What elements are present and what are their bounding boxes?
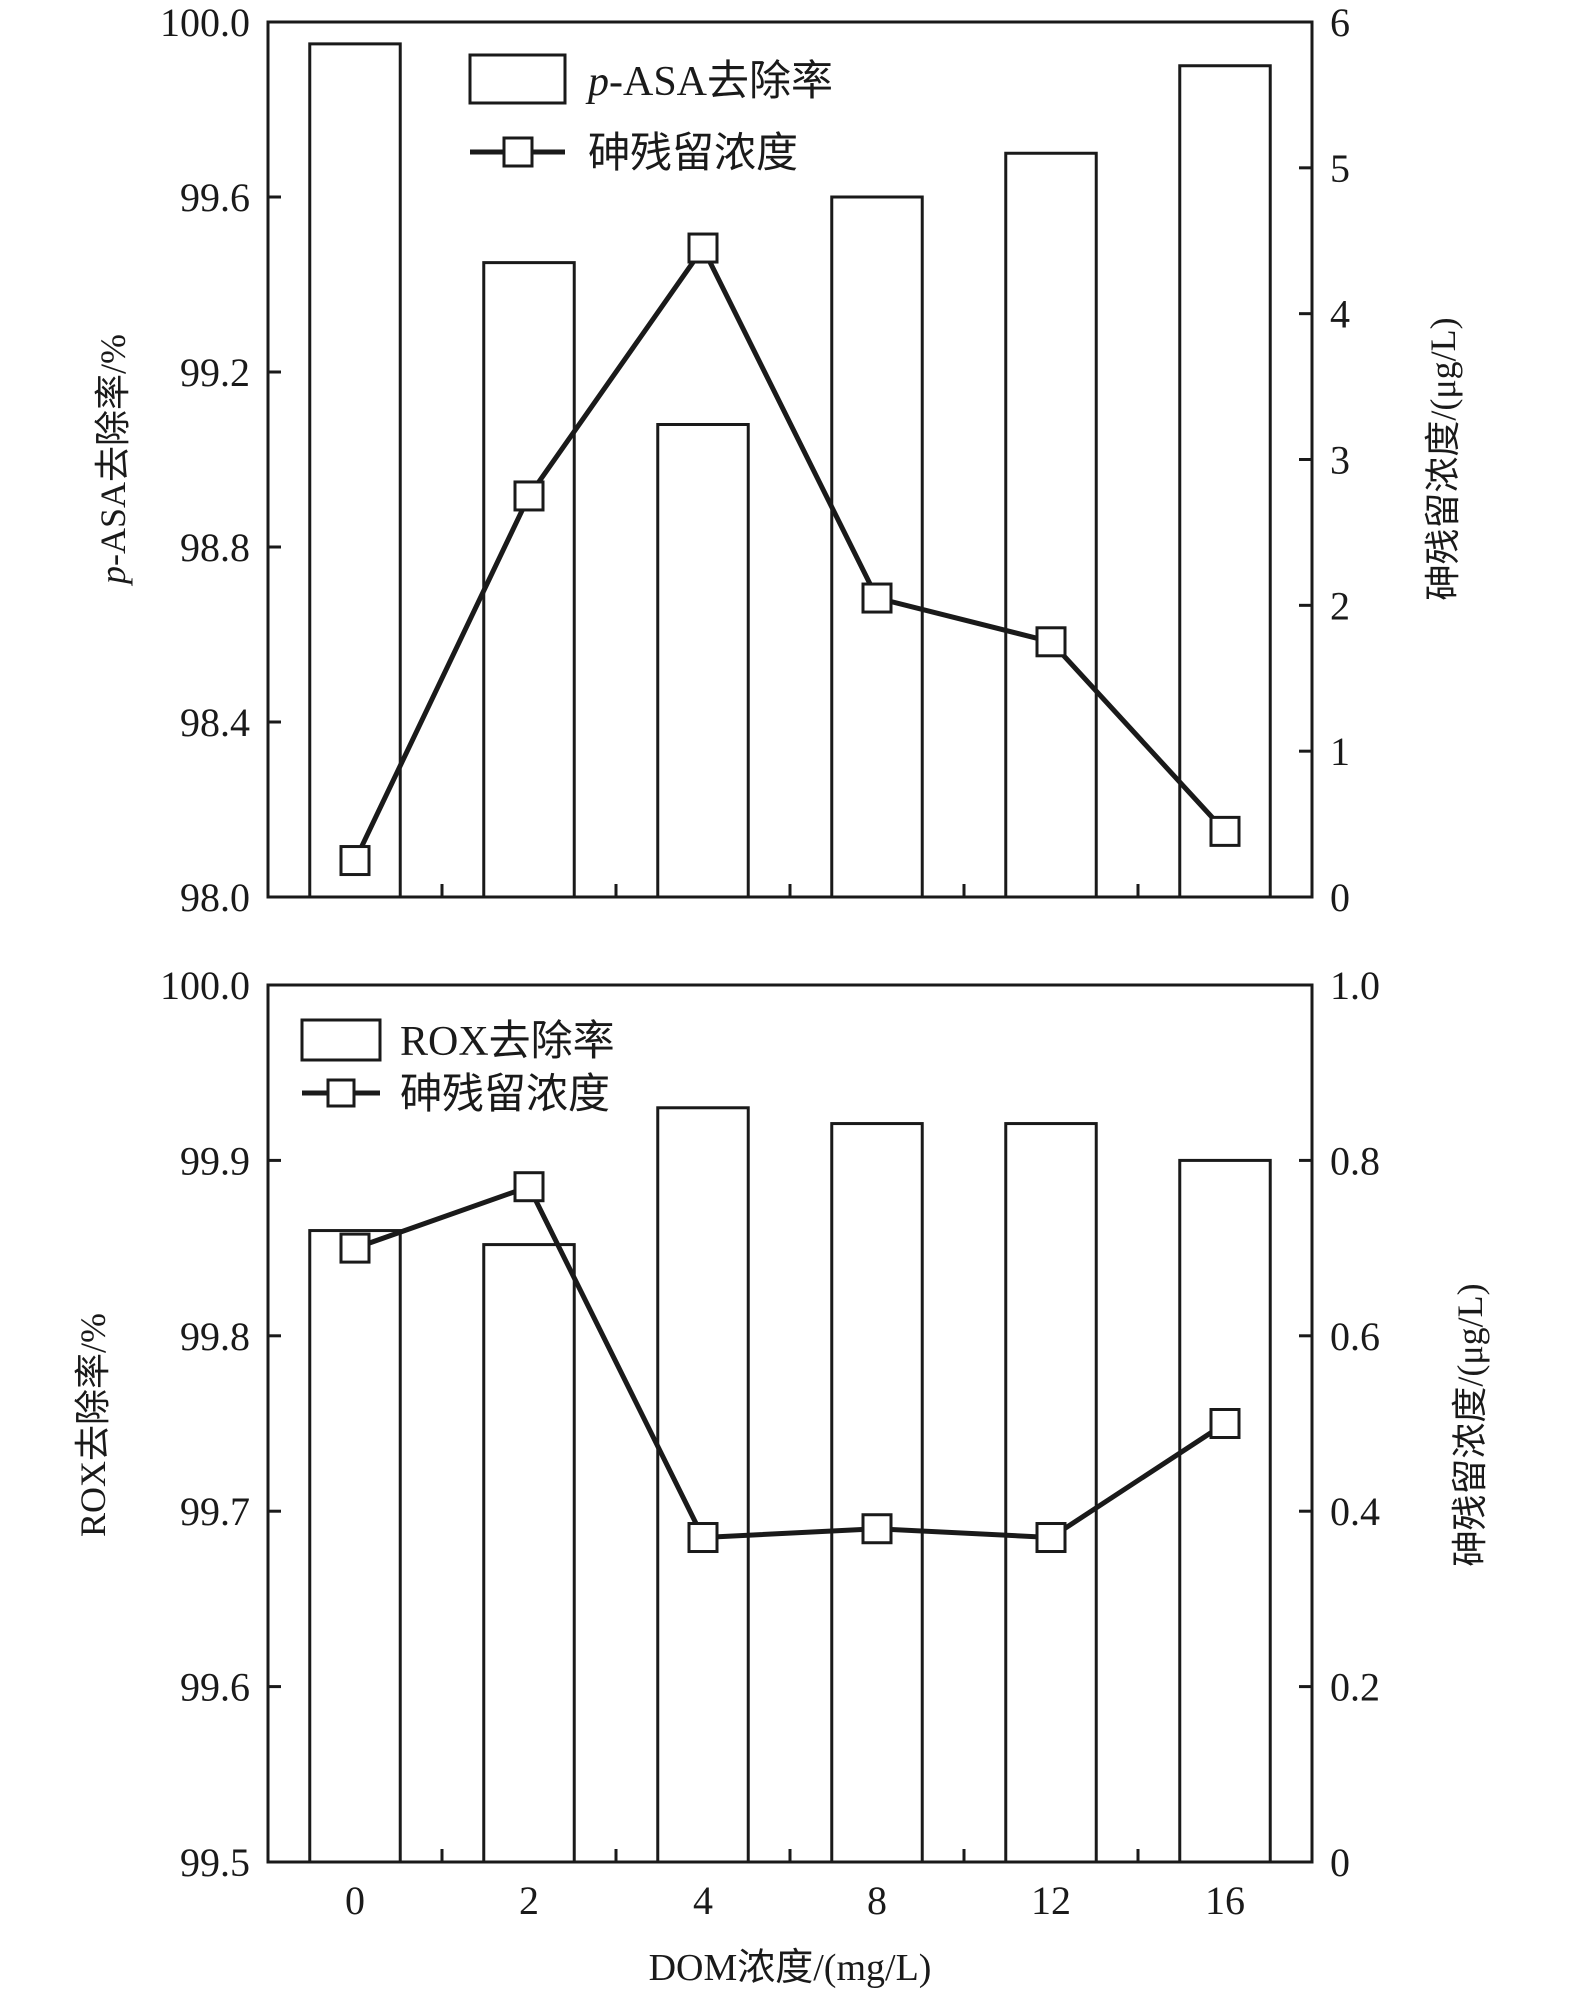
legend-bar-swatch [468, 53, 567, 105]
panel-rox: 99.5 99.6 99.7 99.8 99.9 100.0 0 0.2 0.4 0.6 0.8 1… [73, 963, 1490, 1989]
line-marker [687, 232, 719, 264]
tick-label: 0.4 [1330, 1489, 1380, 1534]
tick-label: 99.2 [180, 350, 250, 395]
tick-label: 0.8 [1330, 1138, 1380, 1183]
bar [1178, 1158, 1272, 1864]
tick-label: 16 [1205, 1878, 1245, 1923]
left-axis-ticks: 99.5 99.6 99.7 99.8 99.9 100.0 [160, 963, 281, 1885]
tick-label: 98.4 [180, 700, 250, 745]
legend-marker-swatch [502, 136, 534, 168]
tick-label: 3 [1330, 438, 1350, 483]
line-marker [687, 1522, 719, 1554]
tick-label: 2 [519, 1878, 539, 1923]
line-marker [861, 582, 893, 614]
x-axis-ticks: 0 2 4 8 12 16 [345, 1849, 1245, 1923]
tick-label: 99.6 [180, 1665, 250, 1710]
tick-label: 2 [1330, 583, 1350, 628]
tick-label: 99.8 [180, 1314, 250, 1359]
left-axis-ticks: 98.0 98.4 98.8 99.2 99.6 100.0 [160, 0, 281, 920]
tick-label: 4 [1330, 292, 1350, 337]
legend-line-label: 砷残留浓度 [400, 1072, 610, 1118]
series-line [354, 1184, 1227, 1541]
legend-bar-label: p-ASA去除率 [585, 58, 833, 105]
legend-line-label: 砷残留浓度 [588, 131, 798, 177]
tick-label: 98.0 [180, 875, 250, 920]
line-series-group [339, 232, 1241, 877]
line-series-group [339, 1171, 1241, 1554]
tick-label: 4 [693, 1878, 713, 1923]
line-marker [1209, 815, 1241, 847]
tick-label: 0 [345, 1878, 365, 1923]
bar [1004, 151, 1098, 899]
left-axis-label: ROX去除率/% [73, 1313, 113, 1537]
bar [482, 1243, 576, 1864]
tick-label: 5 [1330, 146, 1350, 191]
legend-bar-swatch [300, 1018, 382, 1062]
legend-marker-swatch [326, 1078, 356, 1108]
right-axis-label: 砷残留浓度/(μg/L) [1423, 317, 1463, 600]
tick-label: 1.0 [1330, 963, 1380, 1008]
left-axis-label: p-ASA去除率/% [93, 334, 133, 587]
panel-p-asa: 98.0 98.4 98.8 99.2 99.6 100.0 0 1 2 3 4 5 6 p-ASA去… [93, 0, 1463, 920]
line-marker [1209, 1408, 1241, 1439]
tick-label: 100.0 [160, 0, 250, 45]
line-marker [513, 480, 545, 512]
line-marker [339, 1232, 371, 1264]
tick-label: 99.7 [180, 1489, 250, 1534]
bar-group [308, 1106, 1272, 1864]
bar-group [308, 42, 1272, 899]
bar [308, 42, 402, 899]
tick-label: 8 [867, 1878, 887, 1923]
tick-label: 99.6 [180, 175, 250, 220]
tick-label: 0 [1330, 1840, 1350, 1885]
tick-label: 0 [1330, 875, 1350, 920]
bar [656, 423, 750, 899]
bar [1004, 1122, 1098, 1864]
tick-label: 0.6 [1330, 1314, 1380, 1359]
tick-label: 6 [1330, 0, 1350, 45]
bar [1178, 64, 1272, 899]
right-axis-ticks: 0 1 2 3 4 5 6 [1299, 0, 1350, 920]
line-marker [513, 1171, 545, 1203]
tick-label: 99.9 [180, 1138, 250, 1183]
tick-label: 12 [1031, 1878, 1071, 1923]
bar [830, 1122, 924, 1864]
tick-label: 99.5 [180, 1840, 250, 1885]
legend: ROX去除率 砷残留浓度 [300, 1018, 615, 1118]
right-axis-label: 砷残留浓度/(μg/L) [1450, 1283, 1490, 1566]
bar [656, 1106, 750, 1864]
legend-bar-label: ROX去除率 [400, 1018, 615, 1065]
line-marker [1035, 1522, 1067, 1554]
legend: p-ASA去除率 砷残留浓度 [468, 53, 833, 177]
tick-label: 1 [1330, 729, 1350, 774]
x-axis-label: DOM浓度/(mg/L) [649, 1947, 932, 1989]
line-marker [339, 845, 371, 877]
line-marker [1035, 626, 1067, 658]
tick-label: 98.8 [180, 525, 250, 570]
bar [308, 1229, 402, 1864]
right-axis-ticks: 0 0.2 0.4 0.6 0.8 1.0 [1299, 963, 1380, 1885]
bar [830, 195, 924, 899]
bar [482, 261, 576, 899]
x-axis-ticks [440, 884, 1140, 897]
series-line [352, 245, 1227, 862]
tick-label: 100.0 [160, 963, 250, 1008]
tick-label: 0.2 [1330, 1665, 1380, 1710]
line-marker [861, 1513, 893, 1545]
